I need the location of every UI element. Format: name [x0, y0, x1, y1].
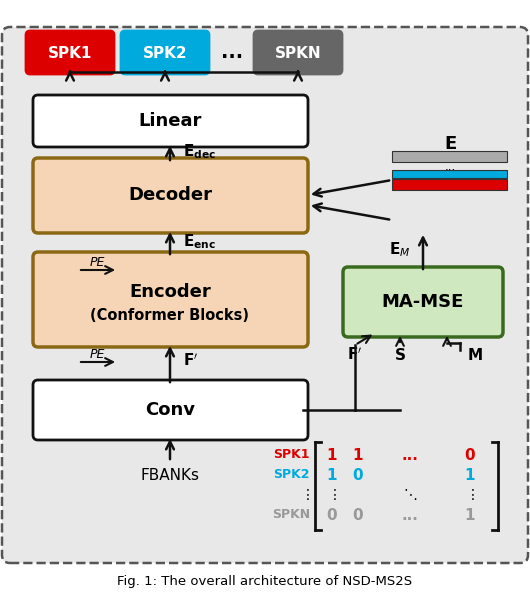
Text: SPKN: SPKN — [272, 509, 310, 522]
Text: 0: 0 — [352, 467, 363, 483]
Text: Fig. 1: The overall architecture of NSD-MS2S: Fig. 1: The overall architecture of NSD-… — [118, 575, 412, 589]
Text: SPK2: SPK2 — [273, 468, 310, 481]
Text: $\mathbf{F'}$: $\mathbf{F'}$ — [347, 346, 363, 364]
FancyBboxPatch shape — [2, 27, 528, 563]
Bar — [392, 179, 507, 190]
Bar — [392, 170, 507, 178]
Text: $\mathbf{E}_{M}$: $\mathbf{E}_{M}$ — [388, 241, 410, 259]
FancyBboxPatch shape — [254, 31, 342, 74]
Text: $\mathbf{S}$: $\mathbf{S}$ — [394, 347, 406, 363]
Text: Decoder: Decoder — [128, 186, 212, 204]
Text: PE: PE — [90, 256, 105, 268]
Text: (Conformer Blocks): (Conformer Blocks) — [91, 307, 250, 323]
Text: $\mathbf{F'}$: $\mathbf{F'}$ — [183, 353, 198, 369]
Text: SPKN: SPKN — [275, 46, 321, 60]
Text: 0: 0 — [352, 508, 363, 523]
Text: $\mathbf{E}_{\mathbf{dec}}$: $\mathbf{E}_{\mathbf{dec}}$ — [183, 143, 216, 162]
Text: $\vdots$: $\vdots$ — [327, 487, 337, 503]
Text: $\mathbf{E}_{\mathbf{enc}}$: $\mathbf{E}_{\mathbf{enc}}$ — [183, 232, 216, 251]
FancyBboxPatch shape — [33, 95, 308, 147]
Text: PE: PE — [90, 348, 105, 361]
Bar — [392, 151, 507, 162]
Text: SPK1: SPK1 — [48, 46, 92, 60]
Text: $\vdots$: $\vdots$ — [465, 487, 475, 503]
Text: ...: ... — [402, 508, 419, 523]
FancyBboxPatch shape — [26, 31, 114, 74]
Text: Linear: Linear — [138, 112, 202, 130]
Text: $\mathbf{E}$: $\mathbf{E}$ — [444, 135, 456, 153]
Text: 0: 0 — [465, 448, 475, 462]
Text: ...: ... — [221, 43, 243, 62]
Text: Conv: Conv — [145, 401, 195, 419]
Text: FBANKs: FBANKs — [140, 467, 199, 483]
FancyBboxPatch shape — [343, 267, 503, 337]
FancyBboxPatch shape — [33, 252, 308, 347]
Text: $\vdots$: $\vdots$ — [301, 487, 310, 503]
Text: ...: ... — [444, 159, 456, 173]
Text: 1: 1 — [465, 467, 475, 483]
Text: ...: ... — [402, 448, 419, 462]
FancyBboxPatch shape — [33, 158, 308, 233]
Text: 1: 1 — [465, 508, 475, 523]
Text: 0: 0 — [326, 508, 337, 523]
Text: $\ddots$: $\ddots$ — [403, 487, 417, 503]
Text: SPK1: SPK1 — [273, 448, 310, 462]
FancyBboxPatch shape — [33, 380, 308, 440]
FancyBboxPatch shape — [121, 31, 209, 74]
Text: 1: 1 — [353, 448, 363, 462]
Text: $\mathbf{M}$: $\mathbf{M}$ — [467, 347, 483, 363]
Text: Encoder: Encoder — [129, 283, 211, 301]
Text: SPK2: SPK2 — [143, 46, 187, 60]
Text: 1: 1 — [327, 467, 337, 483]
Text: 1: 1 — [327, 448, 337, 462]
Text: MA-MSE: MA-MSE — [382, 293, 464, 311]
